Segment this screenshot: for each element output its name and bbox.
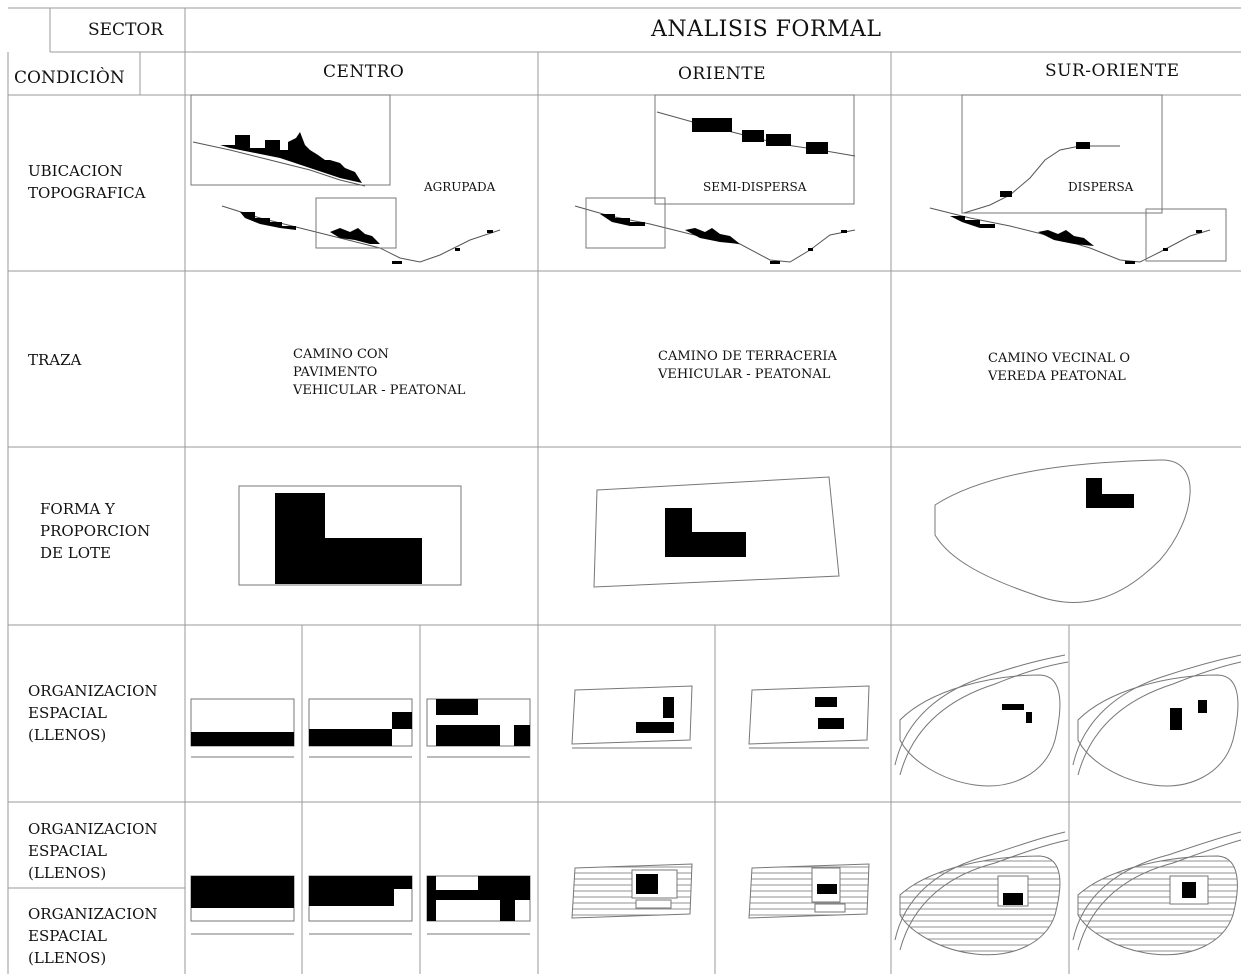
row-label-organizacion-llenos-2a: ORGANIZACION ESPACIAL (LLENOS): [28, 820, 158, 882]
row-label-traza: TRAZA: [28, 351, 82, 369]
traza-oriente-text: CAMINO DE TERRACERIA VEHICULAR - PEATONA…: [658, 349, 837, 382]
traza-sur-oriente-text: CAMINO VECINAL O VEREDA PEATONAL: [988, 351, 1131, 384]
ubicacion-centro-label: AGRUPADA: [424, 180, 496, 194]
condition-label: CONDICIÒN: [14, 68, 125, 88]
table-title: ANALISIS FORMAL: [651, 17, 882, 42]
row-label-forma: FORMA Y PROPORCION DE LOTE: [40, 500, 151, 562]
column-header-sur-oriente: SUR-ORIENTE: [1045, 61, 1180, 81]
row-label-ubicacion: UBICACION TOPOGRAFICA: [28, 162, 146, 202]
sector-label: SECTOR: [88, 20, 164, 40]
row-label-organizacion-llenos: ORGANIZACION ESPACIAL (LLENOS): [28, 682, 158, 744]
traza-centro-text: CAMINO CON PAVIMENTO VEHICULAR - PEATONA…: [293, 347, 466, 398]
row-label-organizacion-llenos-2b: ORGANIZACION ESPACIAL (LLENOS): [28, 905, 158, 967]
ubicacion-oriente-label: SEMI-DISPERSA: [703, 180, 807, 194]
ubicacion-sur-oriente-label: DISPERSA: [1068, 180, 1134, 194]
column-header-oriente: ORIENTE: [678, 64, 766, 84]
column-header-centro: CENTRO: [323, 62, 405, 82]
